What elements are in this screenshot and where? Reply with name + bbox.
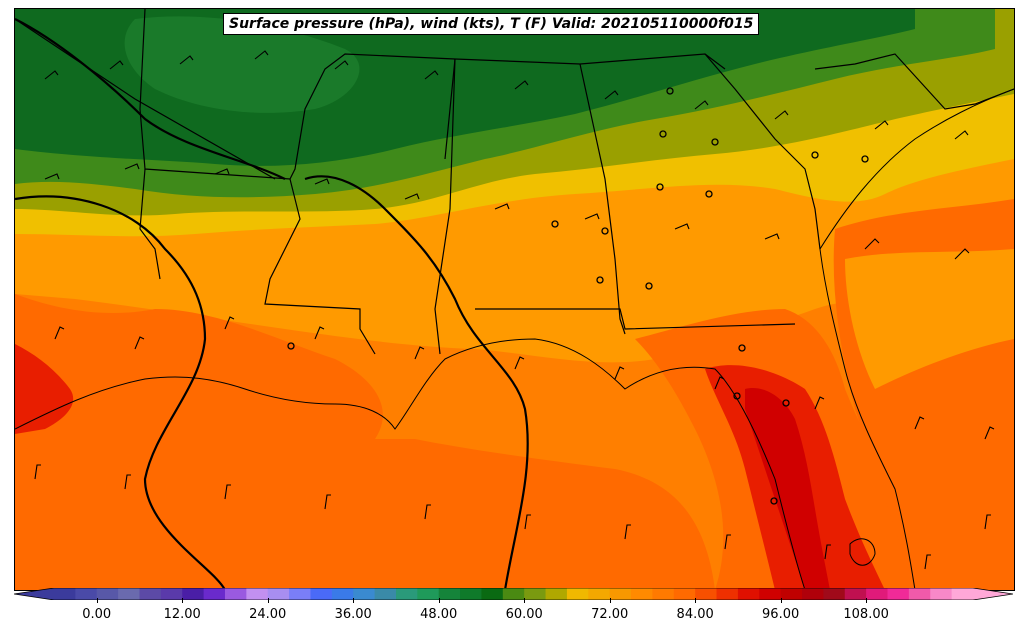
colorbar-segment xyxy=(331,588,354,600)
colorbar-tick-label: 12.00 xyxy=(163,607,201,622)
colorbar-segment xyxy=(118,588,141,600)
isobars xyxy=(15,18,529,590)
colorbar-segment xyxy=(182,588,205,600)
colorbar-segment xyxy=(224,588,247,600)
colorbar-segment xyxy=(545,588,568,600)
colorbar-tick-label: 48.00 xyxy=(420,607,458,622)
colorbar-tick xyxy=(182,598,184,603)
colorbar-segment xyxy=(737,588,760,600)
colorbar-segment xyxy=(374,588,397,600)
political-boundaries xyxy=(15,9,1014,355)
colorbar-tick xyxy=(353,598,355,603)
colorbar-segment xyxy=(759,588,782,600)
colorbar-tick-label: 36.00 xyxy=(334,607,372,622)
temp-field-red-west xyxy=(15,344,74,434)
colorbar-segment xyxy=(823,588,846,600)
colorbar-tick xyxy=(267,598,269,603)
colorbar-segment xyxy=(844,588,867,600)
colorbar-segment xyxy=(802,588,824,600)
colorbar-segment xyxy=(716,588,739,600)
colorbar-segment xyxy=(310,588,333,600)
colorbar-tick xyxy=(524,598,526,603)
colorbar-segment xyxy=(203,588,226,600)
colorbar-max-extension xyxy=(973,588,1013,600)
colorbar-segment xyxy=(780,588,803,600)
colorbar-tick-label: 60.00 xyxy=(505,607,543,622)
temp-field-mid-green xyxy=(124,16,360,113)
colorbar-segment xyxy=(588,588,611,600)
colorbar-segment xyxy=(887,588,910,600)
colorbar-segment xyxy=(652,588,675,600)
colorbar-tick-label: 0.00 xyxy=(82,607,112,622)
colorbar-tick-label: 24.00 xyxy=(249,607,287,622)
temperature-map xyxy=(15,9,1014,590)
colorbar-segment xyxy=(609,588,632,600)
colorbar-segment xyxy=(460,588,483,600)
colorbar-tick xyxy=(96,598,98,603)
colorbar-segment xyxy=(353,588,376,600)
colorbar-segment xyxy=(289,588,312,600)
colorbar-segment xyxy=(54,588,76,600)
colorbar-min-extension xyxy=(14,588,54,600)
map-panel: Surface pressure (hPa), wind (kts), T (F… xyxy=(14,8,1015,591)
colorbar-tick xyxy=(866,598,868,603)
colorbar-segment xyxy=(96,588,119,600)
colorbar-tick xyxy=(780,598,782,603)
colorbar-segment xyxy=(695,588,718,600)
colorbar-segment xyxy=(417,588,440,600)
temp-field-deep-red-florida xyxy=(745,388,830,590)
colorbar-segment xyxy=(481,588,504,600)
colorbar-segment xyxy=(951,588,974,600)
colorbar-tick-label: 84.00 xyxy=(676,607,714,622)
colorbar xyxy=(14,588,1013,600)
colorbar-segment xyxy=(75,588,98,600)
colorbar-segment xyxy=(438,588,461,600)
temp-field-light-orange-atlantic xyxy=(845,249,1014,389)
colorbar-tick xyxy=(695,598,697,603)
temp-field-orange-south xyxy=(15,439,715,590)
colorbar-segment xyxy=(267,588,290,600)
colorbar-segment xyxy=(524,588,547,600)
colorbar-segment xyxy=(866,588,889,600)
colorbar-segment xyxy=(502,588,525,600)
colorbar-tick-label: 108.00 xyxy=(843,607,889,622)
colorbar-segment xyxy=(930,588,953,600)
map-title: Surface pressure (hPa), wind (kts), T (F… xyxy=(223,13,760,35)
colorbar-segment xyxy=(139,588,162,600)
colorbar-segment xyxy=(631,588,654,600)
colorbar-segment xyxy=(908,588,931,600)
wind-barbs xyxy=(34,50,995,570)
calm-wind-circles xyxy=(287,87,869,505)
colorbar-segment xyxy=(566,588,589,600)
colorbar-segment xyxy=(160,588,183,600)
colorbar-segment xyxy=(395,588,418,600)
colorbar-tick-label: 72.00 xyxy=(591,607,629,622)
coastline xyxy=(15,88,1014,590)
colorbar-segment xyxy=(673,588,696,600)
colorbar-tick xyxy=(609,598,611,603)
colorbar-segment xyxy=(246,588,269,600)
colorbar-tick xyxy=(438,598,440,603)
colorbar-tick-labels: 0.00 12.00 24.00 36.00 48.00 60.00 72.00 84.00 9… xyxy=(0,598,1022,628)
colorbar-tick-label: 96.00 xyxy=(762,607,800,622)
